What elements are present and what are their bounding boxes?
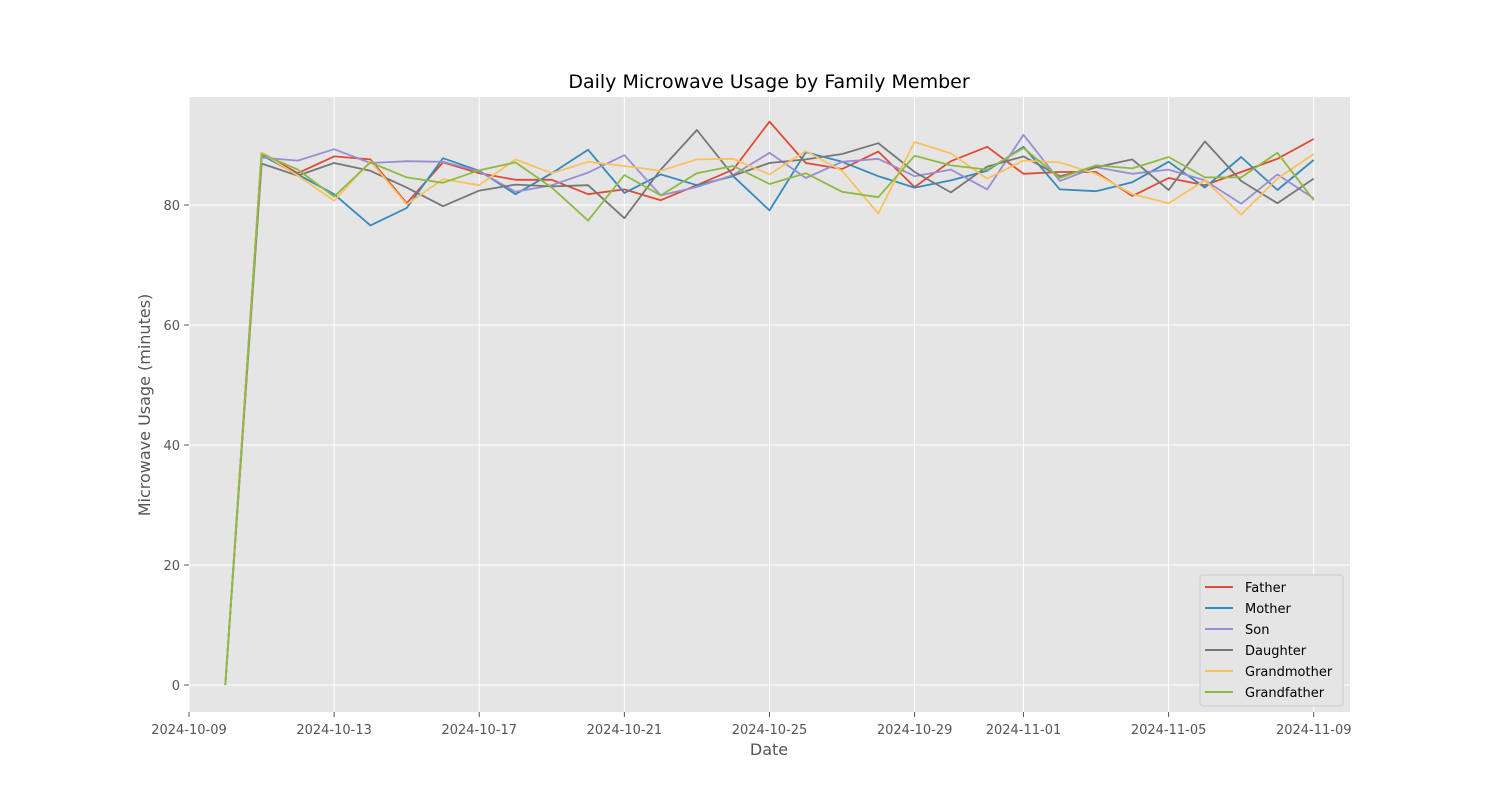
x-tick-label: 2024-10-13 bbox=[296, 723, 372, 738]
x-tick-label: 2024-10-29 bbox=[877, 723, 953, 738]
series-line-son bbox=[224, 133, 1315, 686]
legend: Father Mother Son Daughter Grandmother Grandf… bbox=[1199, 574, 1344, 707]
y-tick-label: 0 bbox=[172, 679, 180, 694]
chart-title: Daily Microwave Usage by Family Member bbox=[568, 71, 970, 93]
y-axis-label: Microwave Usage (minutes) bbox=[135, 294, 154, 517]
x-tick-label: 2024-11-09 bbox=[1276, 723, 1352, 738]
y-tick-label: 40 bbox=[163, 439, 180, 454]
x-tick-label: 2024-10-17 bbox=[441, 723, 517, 738]
series-lines bbox=[224, 120, 1315, 686]
x-tick-label: 2024-11-01 bbox=[986, 723, 1062, 738]
y-tick-label: 60 bbox=[163, 319, 180, 334]
legend-label: Father bbox=[1245, 581, 1287, 596]
axis-ticks: 2024-10-09 2024-10-13 2024-10-17 2024-10-21… bbox=[151, 199, 1351, 738]
y-tick-label: 80 bbox=[163, 199, 180, 214]
series-line-mother bbox=[224, 145, 1315, 686]
y-tick-label: 20 bbox=[163, 559, 180, 574]
x-tick-label: 2024-10-09 bbox=[151, 723, 227, 738]
series-line-grandfather bbox=[224, 147, 1315, 686]
x-tick-label: 2024-10-21 bbox=[587, 723, 663, 738]
legend-label: Grandmother bbox=[1245, 665, 1333, 680]
x-tick-label: 2024-10-25 bbox=[732, 723, 808, 738]
legend-box bbox=[1199, 574, 1344, 707]
legend-label: Daughter bbox=[1245, 644, 1307, 659]
x-axis-label: Date bbox=[750, 740, 788, 759]
x-tick-label: 2024-11-05 bbox=[1131, 723, 1207, 738]
series-line-daughter bbox=[224, 129, 1315, 686]
legend-label: Mother bbox=[1245, 602, 1292, 617]
series-line-grandmother bbox=[224, 141, 1315, 686]
legend-label: Son bbox=[1245, 623, 1269, 638]
legend-label: Grandfather bbox=[1245, 686, 1325, 701]
